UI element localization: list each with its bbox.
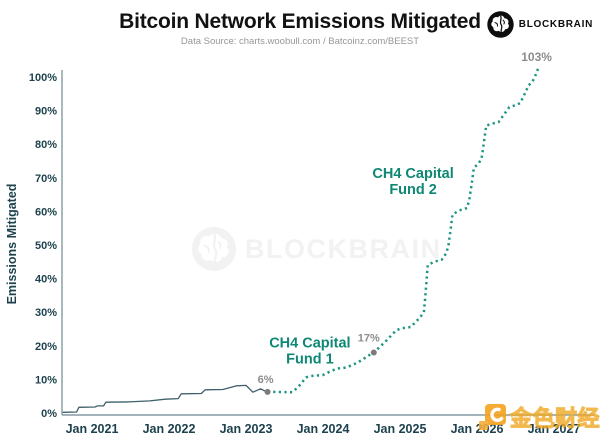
y-tick-label: 20% bbox=[35, 341, 57, 353]
x-tick-label: Jan 2026 bbox=[451, 422, 504, 436]
data-point-marker bbox=[370, 349, 377, 356]
data-point-marker bbox=[264, 388, 271, 395]
x-tick-label: Jan 2022 bbox=[143, 422, 196, 436]
y-tick-label: 40% bbox=[35, 274, 57, 286]
data-point-label: 6% bbox=[258, 374, 274, 386]
jinse-logo-icon bbox=[479, 404, 506, 430]
brain-icon bbox=[487, 11, 514, 38]
jinse-watermark-text: 金色财经 bbox=[509, 405, 600, 431]
x-tick-label: Jan 2024 bbox=[297, 422, 350, 436]
x-tick-label: Jan 2023 bbox=[220, 422, 273, 436]
y-tick-label: 80% bbox=[35, 139, 57, 151]
y-tick-label: 90% bbox=[35, 106, 57, 118]
y-tick-label: 30% bbox=[35, 307, 57, 319]
series-line-actual-emissions-mitigated bbox=[62, 384, 268, 413]
y-tick-label: 70% bbox=[35, 173, 57, 185]
x-tick-label: Jan 2027 bbox=[528, 422, 581, 436]
series-line-projected-emissions-mitigated bbox=[267, 66, 540, 394]
center-watermark: BLOCKBRAIN bbox=[192, 227, 442, 271]
y-axis-title: Emissions Mitigated bbox=[5, 184, 19, 305]
x-tick-label: Jan 2025 bbox=[374, 422, 427, 436]
y-tick-label: 10% bbox=[35, 374, 57, 386]
data-point-label: 17% bbox=[358, 333, 380, 345]
y-tick-label: 0% bbox=[41, 408, 57, 420]
data-point-label: 103% bbox=[521, 50, 552, 64]
x-tick-label: Jan 2021 bbox=[66, 422, 119, 436]
center-watermark-text: BLOCKBRAIN bbox=[245, 233, 442, 264]
annotation-ch4-capital-fund-2: CH4 Capital Fund 2 bbox=[372, 166, 453, 198]
blockbrain-wordmark: BLOCKBRAIN bbox=[518, 19, 593, 30]
annotation-ch4-capital-fund-1: CH4 Capital Fund 1 bbox=[269, 335, 350, 367]
y-tick-label: 50% bbox=[35, 240, 57, 252]
y-tick-label: 100% bbox=[29, 72, 57, 84]
blockbrain-logo: BLOCKBRAIN bbox=[487, 11, 593, 38]
jinse-finance-watermark: 金色财经 bbox=[478, 401, 600, 433]
y-tick-label: 60% bbox=[35, 206, 57, 218]
brain-icon bbox=[192, 227, 236, 271]
